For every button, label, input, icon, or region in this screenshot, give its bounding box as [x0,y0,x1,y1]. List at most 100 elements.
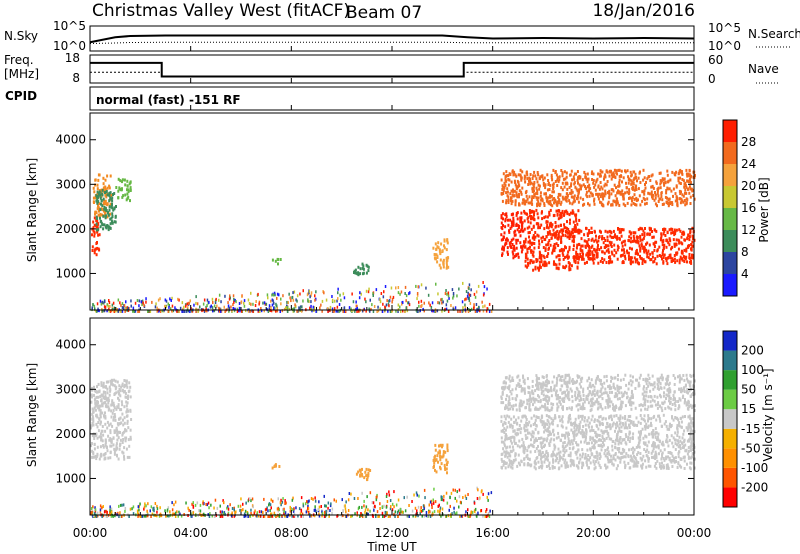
data-cell [594,434,597,438]
data-cell [586,397,589,401]
data-cell [600,448,603,452]
data-cell [682,200,685,204]
data-cell [112,418,115,422]
data-cell [576,432,579,436]
data-cell [577,466,580,470]
data-cell [651,235,654,239]
data-cell [635,416,638,420]
data-cell [558,198,561,202]
data-cell [542,405,545,409]
data-cell [556,402,559,406]
ground-scatter-cell [465,290,468,293]
data-cell [538,437,541,440]
data-cell [101,192,104,196]
data-cell [652,429,655,433]
colorbar-tick-label: 28 [741,135,756,149]
data-cell [564,376,567,380]
data-cell [548,188,551,191]
data-cell [669,388,672,392]
data-cell [585,190,588,194]
data-cell [689,436,692,440]
data-cell [561,375,564,379]
data-cell [616,421,618,425]
data-cell [633,256,636,260]
data-cell [511,445,514,449]
data-cell [672,187,675,191]
data-cell [561,231,564,235]
data-cell [631,187,634,191]
data-cell [115,186,118,189]
data-cell [516,238,519,242]
data-cell [678,450,681,454]
data-cell [549,183,552,187]
data-cell [630,258,632,262]
data-cell [527,399,530,403]
data-cell [536,204,539,208]
data-cell [524,175,527,179]
data-cell [544,186,547,190]
data-cell [667,241,670,245]
data-cell [516,195,519,199]
data-cell [537,460,540,464]
data-cell [559,202,562,206]
ground-scatter-cell [466,294,469,298]
data-cell [534,462,537,466]
data-cell [549,440,552,444]
data-cell [628,430,631,434]
ground-scatter-cell [422,307,424,311]
data-cell [647,440,650,444]
ground-scatter-cell [120,303,122,307]
data-cell [122,194,125,198]
data-cell [674,260,677,264]
ground-scatter-cell [372,310,375,313]
colorbar-tick-label: 16 [741,201,756,215]
data-cell [681,172,684,176]
data-cell [672,445,675,449]
data-cell [110,194,113,197]
data-cell [650,193,653,197]
data-cell [568,221,571,225]
data-cell [644,434,647,438]
data-cell [594,400,597,404]
colorbar-swatch [723,252,737,274]
data-cell [526,398,529,402]
data-cell [534,437,537,441]
data-cell [600,185,603,189]
data-cell [600,203,603,207]
data-cell [507,201,510,204]
data-cell [527,462,530,465]
data-cell [545,192,547,196]
ground-scatter-cell [420,299,423,303]
data-cell [528,239,531,243]
data-cell [671,465,674,468]
data-cell [533,440,536,444]
ground-scatter-cell [247,298,250,302]
ground-scatter-cell [468,298,471,302]
data-cell [618,391,621,395]
data-cell [643,401,646,405]
data-cell [649,389,652,393]
data-cell [97,222,100,226]
data-cell [512,223,515,227]
data-cell [678,189,681,193]
data-cell [561,211,564,215]
ground-scatter-cell [170,299,172,302]
data-cell [110,403,113,407]
data-cell [651,449,654,453]
data-cell [560,213,563,217]
data-cell [104,211,107,215]
data-cell [107,405,110,409]
data-cell [110,205,113,209]
data-cell [576,256,578,260]
data-cell [530,227,533,231]
data-cell [580,380,583,383]
ground-scatter-cell [264,302,267,306]
data-cell [557,236,560,240]
data-cell [527,246,530,250]
data-cell [520,190,523,194]
data-cell [502,172,505,176]
data-cell [604,192,607,196]
data-cell [617,184,620,188]
ground-scatter-cell [477,284,480,288]
